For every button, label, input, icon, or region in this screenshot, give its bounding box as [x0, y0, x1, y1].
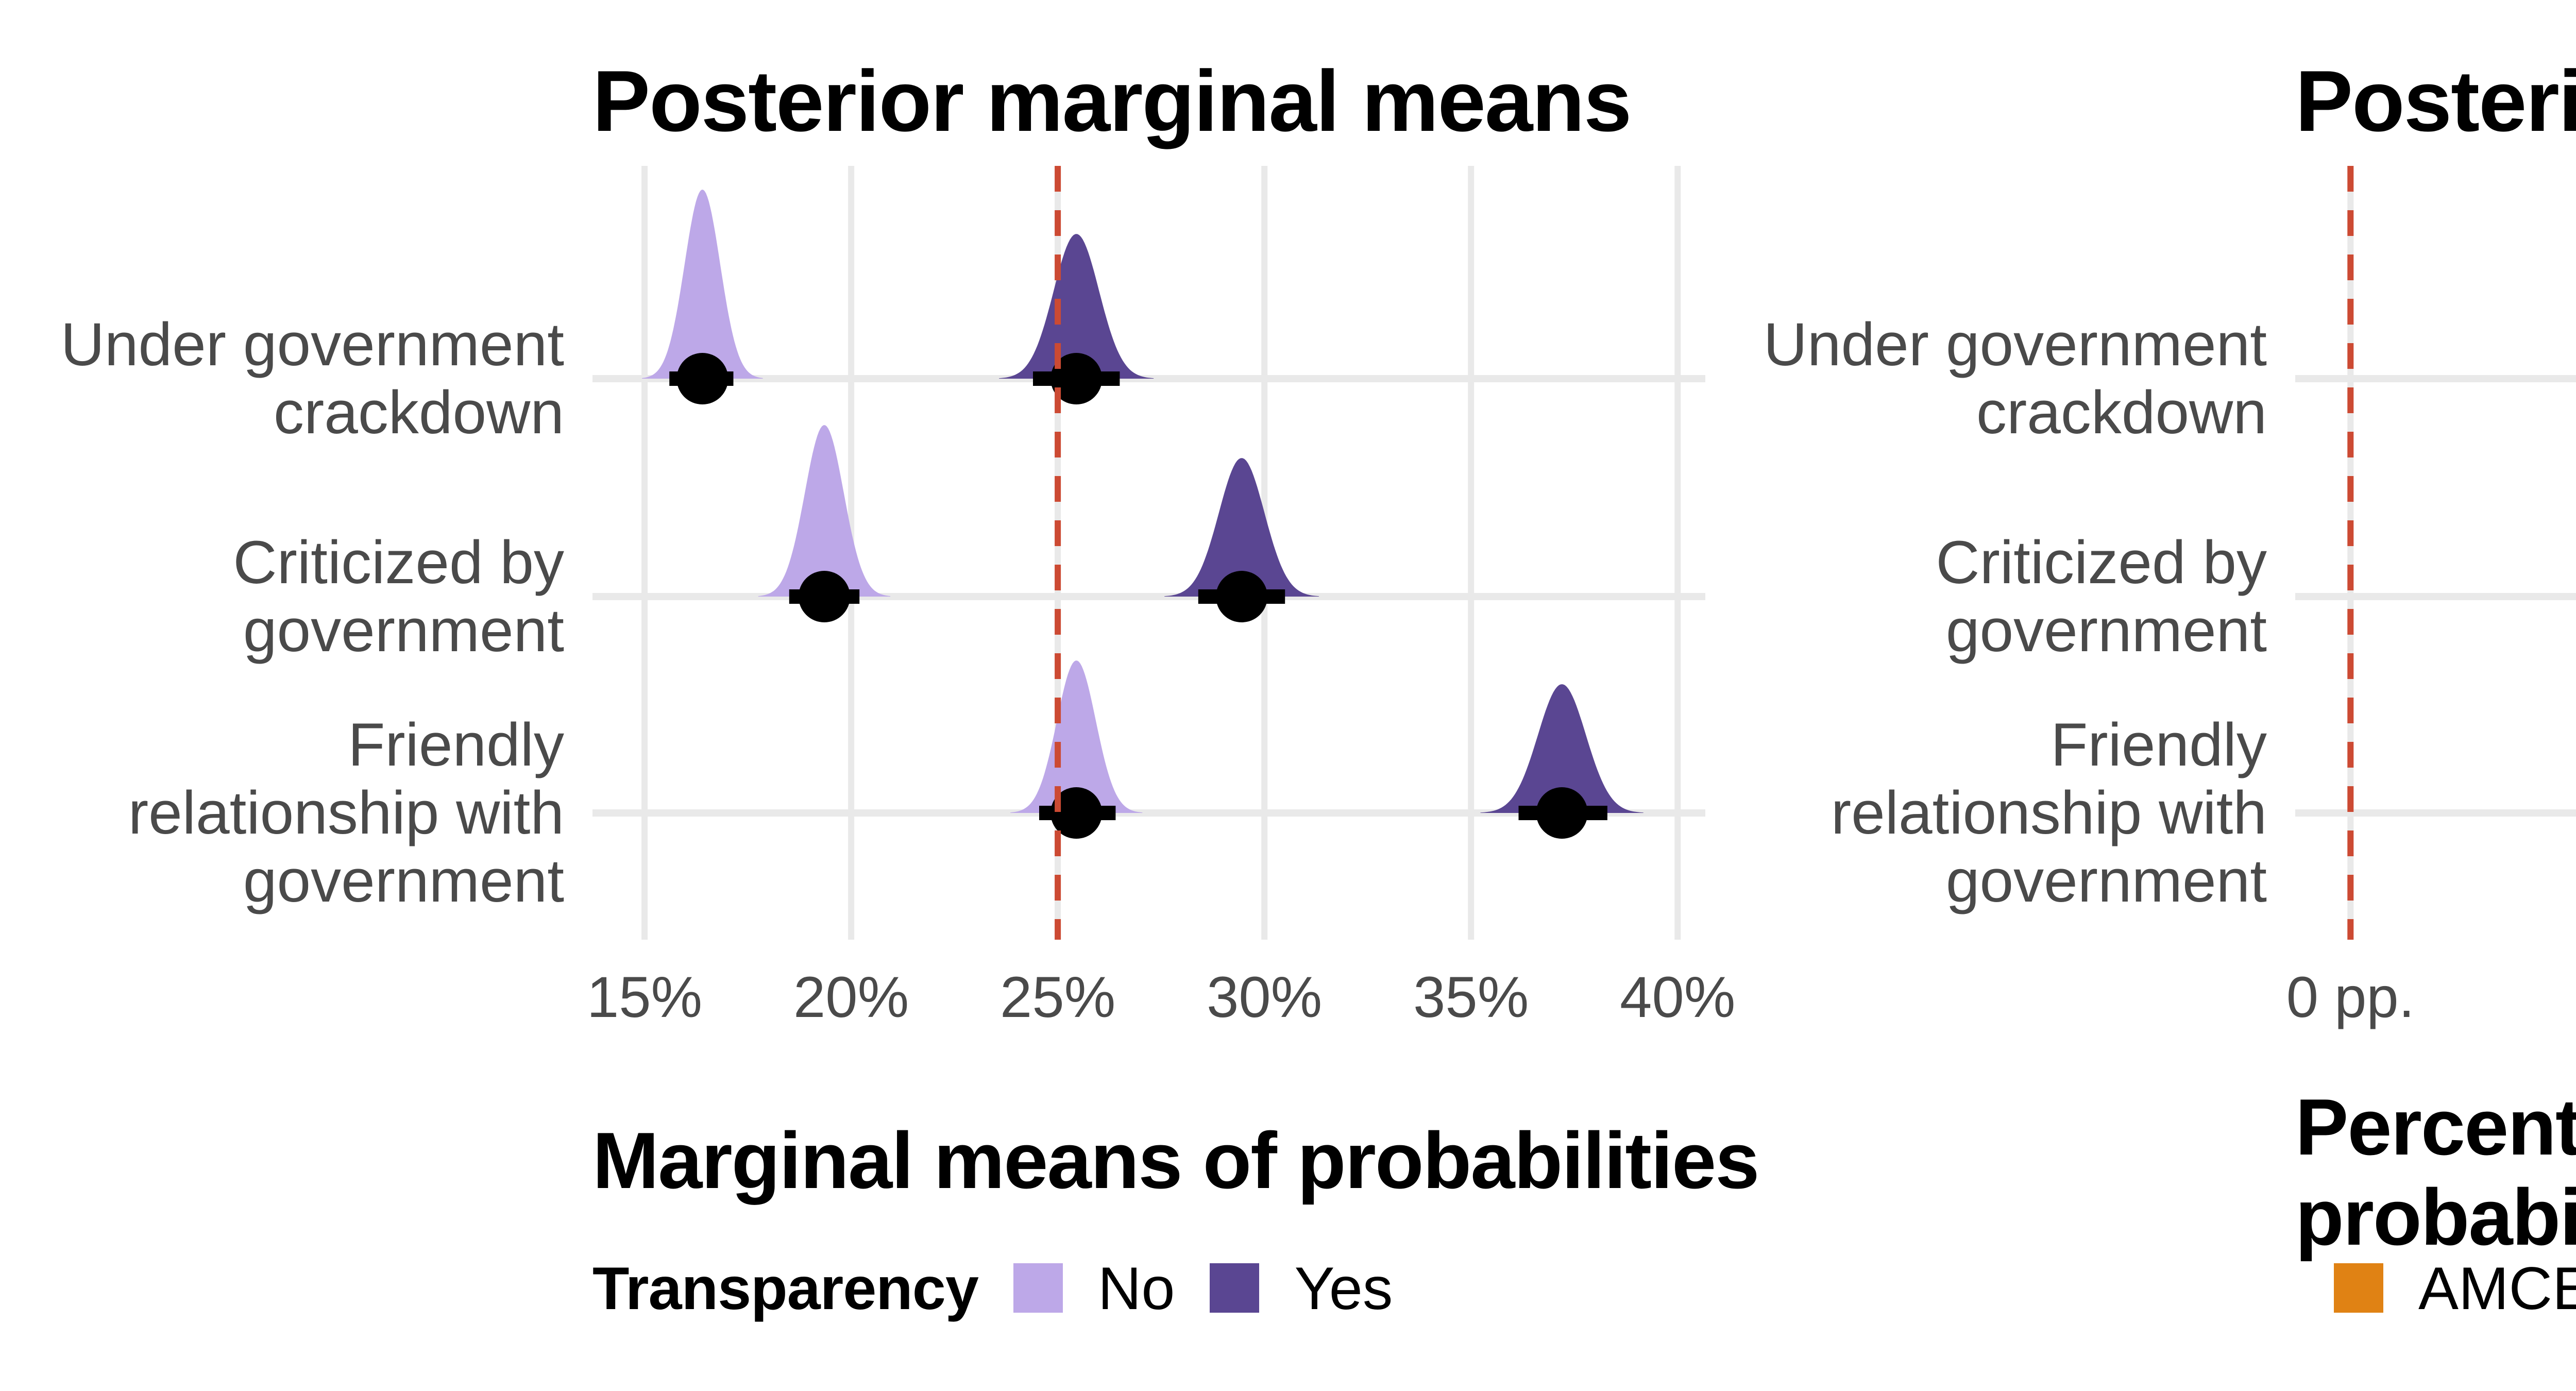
density-curve	[642, 190, 763, 379]
legend-swatch-amce	[2334, 1263, 2383, 1313]
left-panel-title: Posterior marginal means	[592, 53, 1632, 149]
x-tick-label: 25%	[1000, 965, 1116, 1029]
posterior-amces-chart	[2295, 166, 2576, 940]
x-tick-label: 35%	[1413, 965, 1529, 1029]
right-panel-title: Posterior AMCEs	[2295, 53, 2576, 149]
y-axis-category-label: Friendly relationship with government	[1831, 710, 2267, 915]
posterior-median-dot	[1050, 353, 1103, 404]
legend-label-amce: AMCE for transparency	[2418, 1254, 2576, 1322]
legend-label-yes: Yes	[1294, 1254, 1393, 1322]
y-axis-category-label: Under government crackdown	[1763, 310, 2267, 447]
density-curve	[1164, 458, 1319, 597]
y-axis-category-label: Under government crackdown	[60, 310, 564, 447]
right-x-axis-title: Percentage point change in probability o…	[2295, 1082, 2576, 1262]
x-tick-label: 15%	[586, 965, 703, 1029]
legend-title: Transparency	[592, 1254, 979, 1322]
legend-label-no: No	[1097, 1254, 1175, 1322]
density-curve	[1480, 684, 1643, 813]
transparency-legend: Transparency No Yes	[592, 1254, 1393, 1322]
y-axis-category-label: Friendly relationship with government	[128, 710, 564, 915]
x-tick-label: 30%	[1207, 965, 1323, 1029]
posterior-median-dot	[1050, 787, 1103, 839]
posterior-marginal-means-chart	[592, 166, 1705, 940]
posterior-median-dot	[676, 353, 728, 404]
density-curve	[758, 425, 891, 597]
x-tick-label: 0 pp.	[2286, 965, 2415, 1029]
y-axis-category-label: Criticized by government	[233, 528, 564, 665]
density-curve	[1010, 660, 1143, 813]
density-curve	[999, 234, 1154, 379]
legend-swatch-yes	[1210, 1263, 1260, 1313]
posterior-median-dot	[1216, 571, 1268, 622]
y-axis-category-label: Criticized by government	[1936, 528, 2267, 665]
amce-legend: AMCE for transparency	[2334, 1254, 2576, 1322]
x-tick-label: 20%	[793, 965, 909, 1029]
posterior-median-dot	[1536, 787, 1588, 839]
posterior-median-dot	[799, 571, 850, 622]
left-x-axis-title: Marginal means of probabilities	[592, 1116, 1759, 1205]
legend-swatch-no	[1013, 1263, 1063, 1313]
x-tick-label: 40%	[1620, 965, 1736, 1029]
